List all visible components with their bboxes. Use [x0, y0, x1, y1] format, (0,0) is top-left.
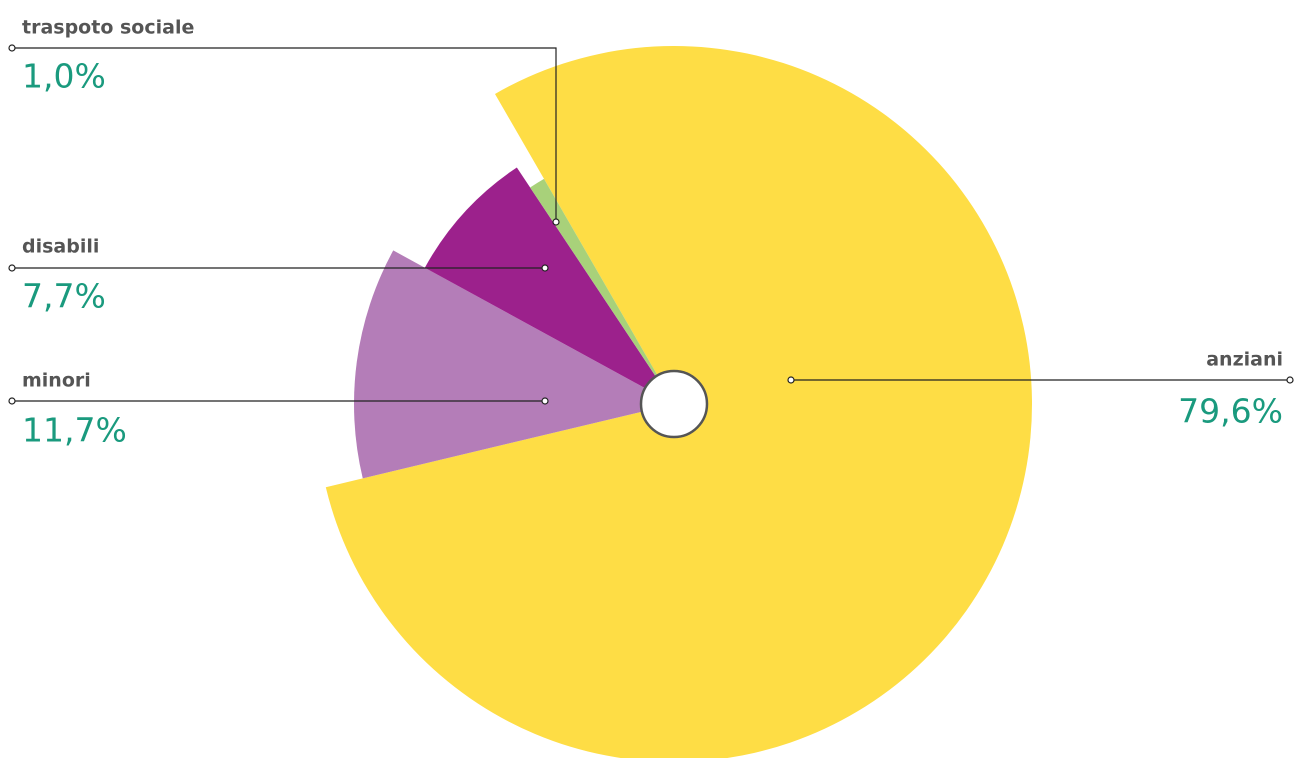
leader-dot: [1286, 376, 1294, 384]
leader-dot: [541, 264, 549, 272]
value-label: 11,7%: [22, 411, 127, 450]
legend-label: anziani: [1206, 349, 1283, 371]
leader-dot: [552, 218, 560, 226]
legend-label: traspoto sociale: [22, 17, 194, 39]
pie-slice: [424, 167, 674, 404]
legend-label: minori: [22, 370, 91, 392]
leader-dot: [8, 44, 16, 52]
leader-dot: [787, 376, 795, 384]
leader-dot: [8, 397, 16, 405]
value-label: 7,7%: [22, 277, 106, 316]
value-label: 1,0%: [22, 57, 106, 96]
leader-line: [12, 47, 557, 222]
pie-slice: [354, 250, 674, 479]
legend-label: disabili: [22, 236, 99, 258]
leader-dot: [8, 264, 16, 272]
leader-dot: [541, 397, 549, 405]
center-hole: [639, 369, 709, 439]
pie-slice: [530, 178, 674, 404]
value-label: 79,6%: [1178, 392, 1283, 431]
